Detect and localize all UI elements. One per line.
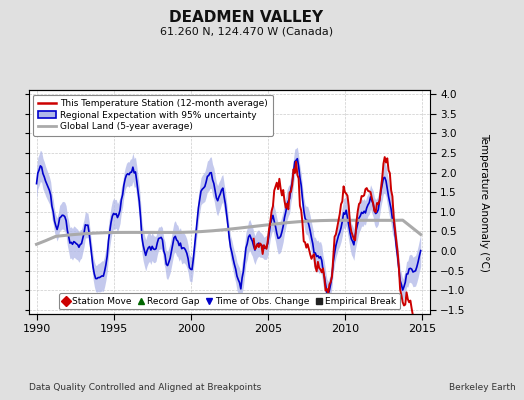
Text: DEADMEN VALLEY: DEADMEN VALLEY (169, 10, 323, 26)
Text: Data Quality Controlled and Aligned at Breakpoints: Data Quality Controlled and Aligned at B… (29, 384, 261, 392)
Text: Berkeley Earth: Berkeley Earth (450, 384, 516, 392)
Text: 61.260 N, 124.470 W (Canada): 61.260 N, 124.470 W (Canada) (160, 27, 333, 37)
Legend: Station Move, Record Gap, Time of Obs. Change, Empirical Break: Station Move, Record Gap, Time of Obs. C… (59, 293, 400, 310)
Y-axis label: Temperature Anomaly (°C): Temperature Anomaly (°C) (479, 132, 489, 272)
